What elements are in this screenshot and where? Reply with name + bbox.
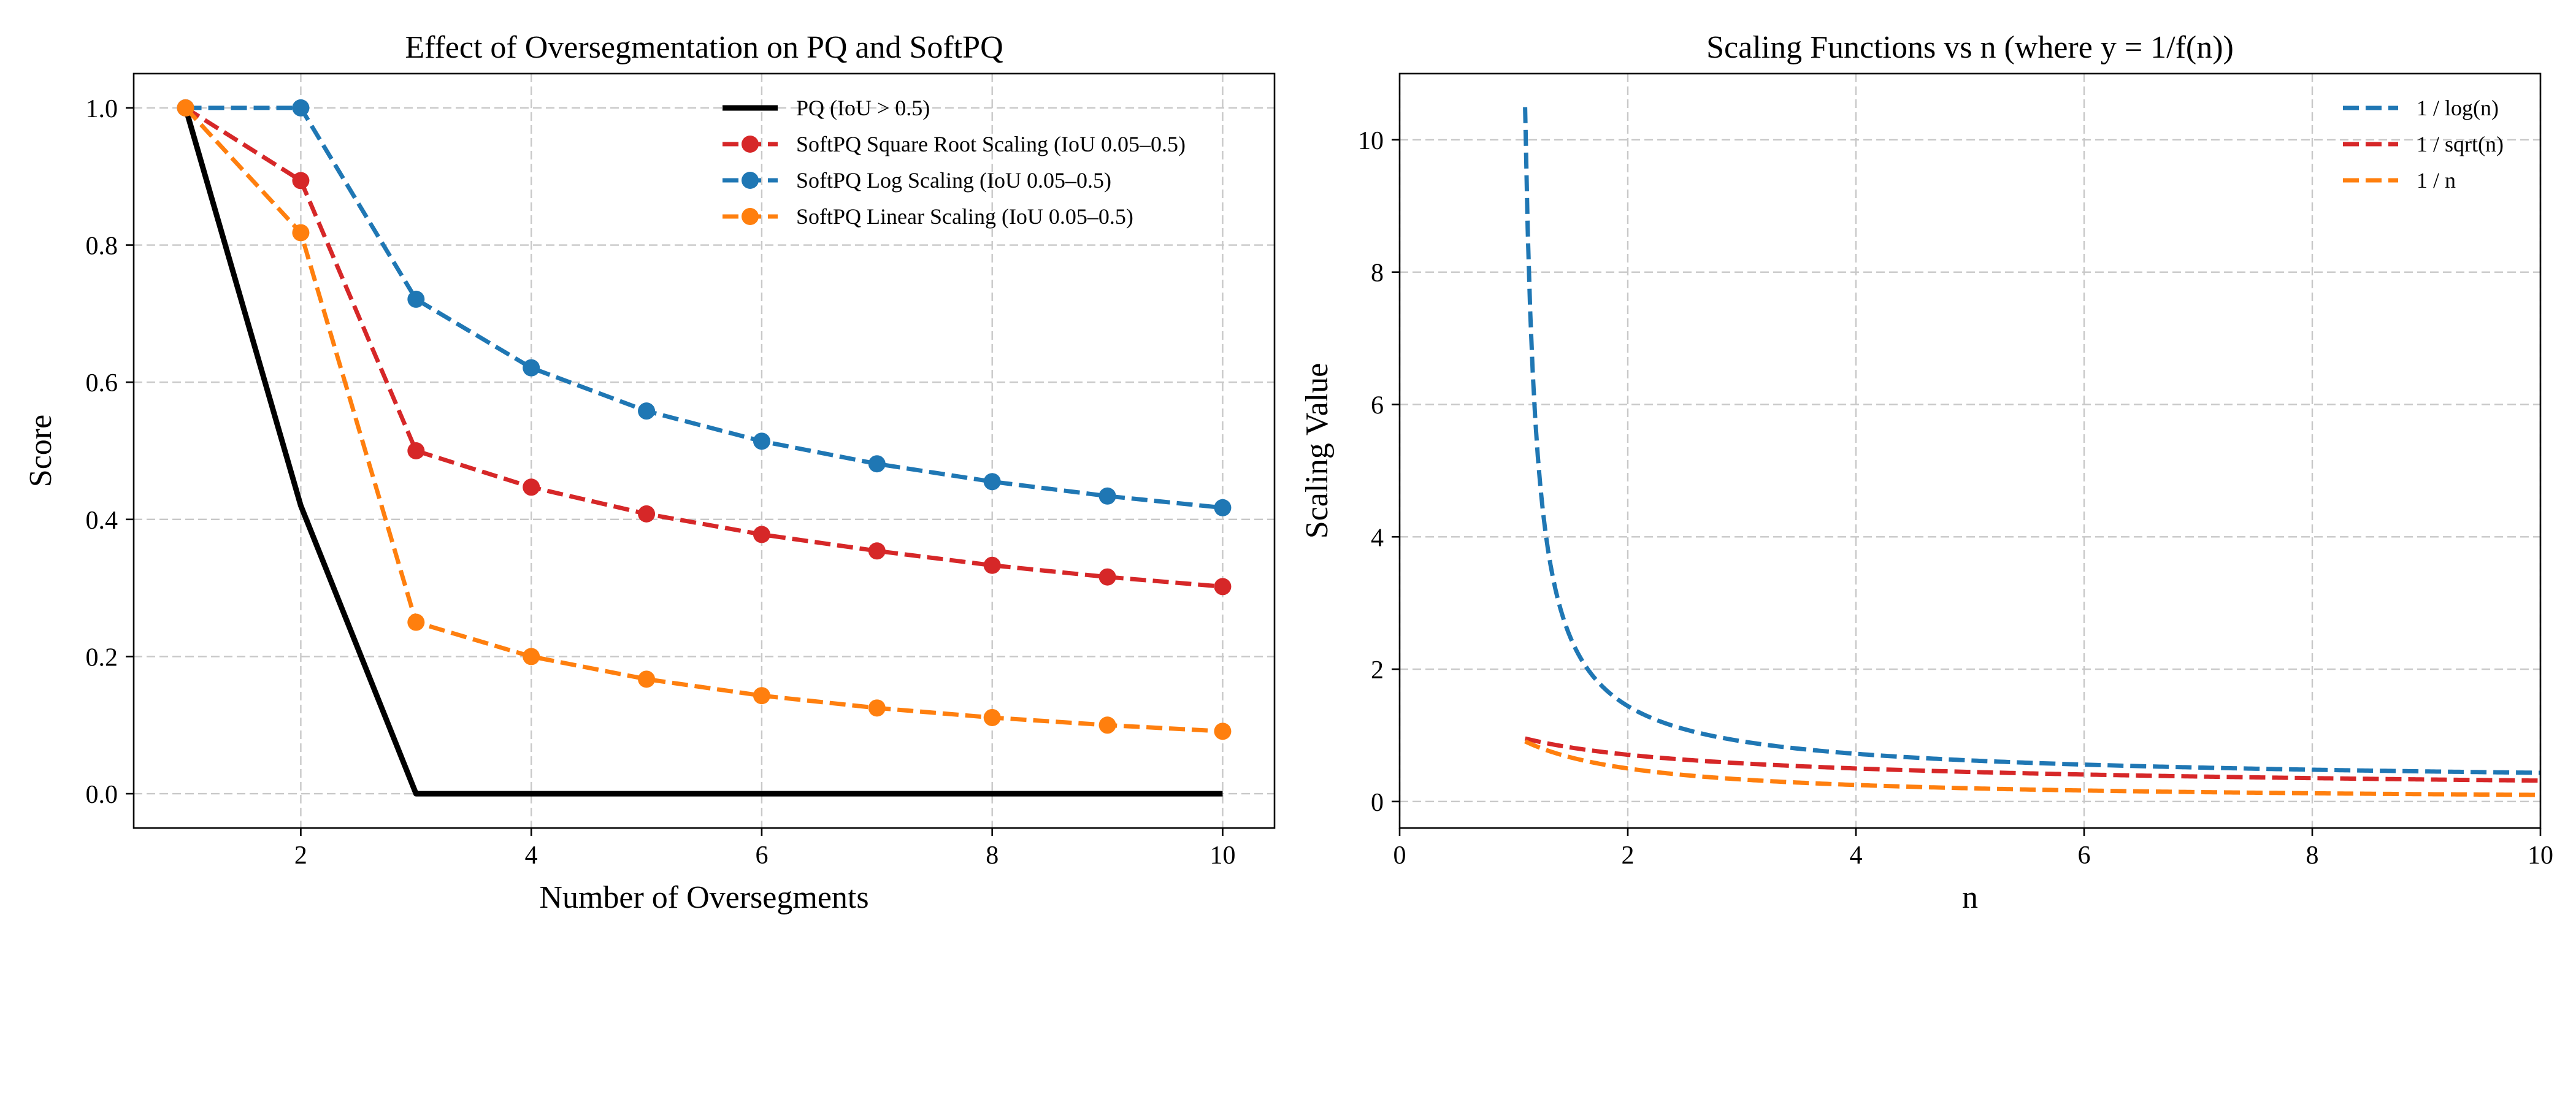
data-point [983, 708, 1001, 726]
y-tick-label: 10 [1358, 127, 1384, 155]
x-tick-label: 6 [2078, 841, 2091, 870]
data-point [638, 670, 656, 688]
data-point [983, 556, 1001, 574]
data-point [868, 455, 886, 473]
series-line-1 [1524, 736, 2540, 783]
data-point [638, 505, 656, 523]
plot-frame [132, 72, 1276, 829]
x-tick-label: 4 [1850, 841, 1863, 870]
data-point [1214, 723, 1232, 740]
legend-label-0: PQ (IoU > 0.5) [796, 96, 930, 120]
data-point [753, 687, 770, 705]
x-tick-label: 0 [1393, 841, 1406, 870]
data-point [983, 473, 1001, 491]
plot-area [177, 99, 1232, 797]
data-point [292, 99, 310, 117]
legend-label-2: 1 / n [2417, 168, 2456, 193]
series-line-0 [183, 107, 1223, 797]
legend: 1 / log(n) 1 / sqrt(n) 1 / n [2343, 96, 2504, 193]
x-tick-label: 8 [986, 841, 999, 870]
legend-label-3: SoftPQ Linear Scaling (IoU 0.05–0.5) [796, 204, 1133, 229]
data-point [868, 699, 886, 717]
x-tick-label: 2 [1622, 841, 1635, 870]
y-tick-label: 8 [1371, 259, 1384, 288]
data-point [868, 542, 886, 560]
legend-label-0: 1 / log(n) [2417, 96, 2499, 120]
data-point [1214, 578, 1232, 596]
legend-label-1: 1 / sqrt(n) [2417, 132, 2504, 156]
y-tick-label: 0.8 [86, 232, 118, 261]
x-tick-label: 6 [755, 841, 768, 870]
legend-label-2: SoftPQ Log Scaling (IoU 0.05–0.5) [796, 168, 1111, 193]
data-point [523, 359, 540, 377]
y-tick-label: 0.2 [86, 643, 118, 672]
data-point [638, 402, 656, 420]
data-point [177, 99, 194, 117]
data-point [1098, 487, 1116, 505]
x-axis-label: Number of Oversegments [539, 880, 868, 915]
y-tick-label: 0 [1371, 789, 1384, 817]
data-point [753, 432, 770, 450]
data-point [1214, 499, 1232, 516]
data-point [523, 648, 540, 665]
legend-marker-1 [742, 136, 759, 153]
data-point [407, 613, 425, 631]
x-tick-label: 2 [294, 841, 307, 870]
y-tick-label: 0.6 [86, 369, 118, 397]
data-point [1098, 716, 1116, 734]
legend: PQ (IoU > 0.5) SoftPQ Square Root Scaling… [723, 96, 1186, 229]
y-tick-label: 4 [1371, 524, 1384, 552]
y-tick-label: 0.4 [86, 507, 118, 535]
data-point [753, 526, 770, 543]
chart-oversegmentation: 2 4 6 8 10 0.0 0.2 0.4 0.6 0.8 1.0 Effect of Overse… [23, 30, 1276, 915]
legend-marker-3 [742, 208, 759, 225]
data-point [407, 442, 425, 459]
y-tick-label: 0.0 [86, 781, 118, 809]
series-line-0 [1523, 107, 2540, 775]
chart-title: Scaling Functions vs n (where y = 1/f(n)… [1706, 30, 2234, 65]
series-line-3 [183, 106, 1223, 734]
x-axis-label: n [1962, 880, 1978, 915]
x-tick-label: 10 [2528, 841, 2553, 870]
y-axis-label: Scaling Value [1300, 363, 1335, 539]
data-point [292, 224, 310, 242]
y-axis-label: Score [23, 415, 58, 487]
y-tick-label: 1.0 [86, 95, 118, 123]
data-point [292, 172, 310, 190]
data-point [1098, 568, 1116, 586]
data-point [407, 290, 425, 308]
y-tick-label: 6 [1371, 391, 1384, 420]
legend-marker-2 [742, 172, 759, 189]
legend-label-1: SoftPQ Square Root Scaling (IoU 0.05–0.5… [796, 132, 1186, 156]
x-tick-label: 8 [2306, 841, 2319, 870]
x-tick-label: 10 [1209, 841, 1235, 870]
data-point [523, 478, 540, 496]
series-line-2 [1524, 739, 2540, 797]
series-line-2 [185, 105, 1223, 510]
y-tick-label: 2 [1371, 656, 1384, 684]
plot-frame [1398, 72, 2542, 829]
chart-scaling-functions: 0 2 4 6 8 10 0 2 4 6 8 10 Scaling Functions vs n (wh… [1300, 30, 2553, 915]
plot-area [1523, 107, 2540, 797]
series-line-1 [184, 105, 1223, 589]
x-tick-label: 4 [525, 841, 538, 870]
chart-title: Effect of Oversegmentation on PQ and Sof… [405, 30, 1003, 65]
